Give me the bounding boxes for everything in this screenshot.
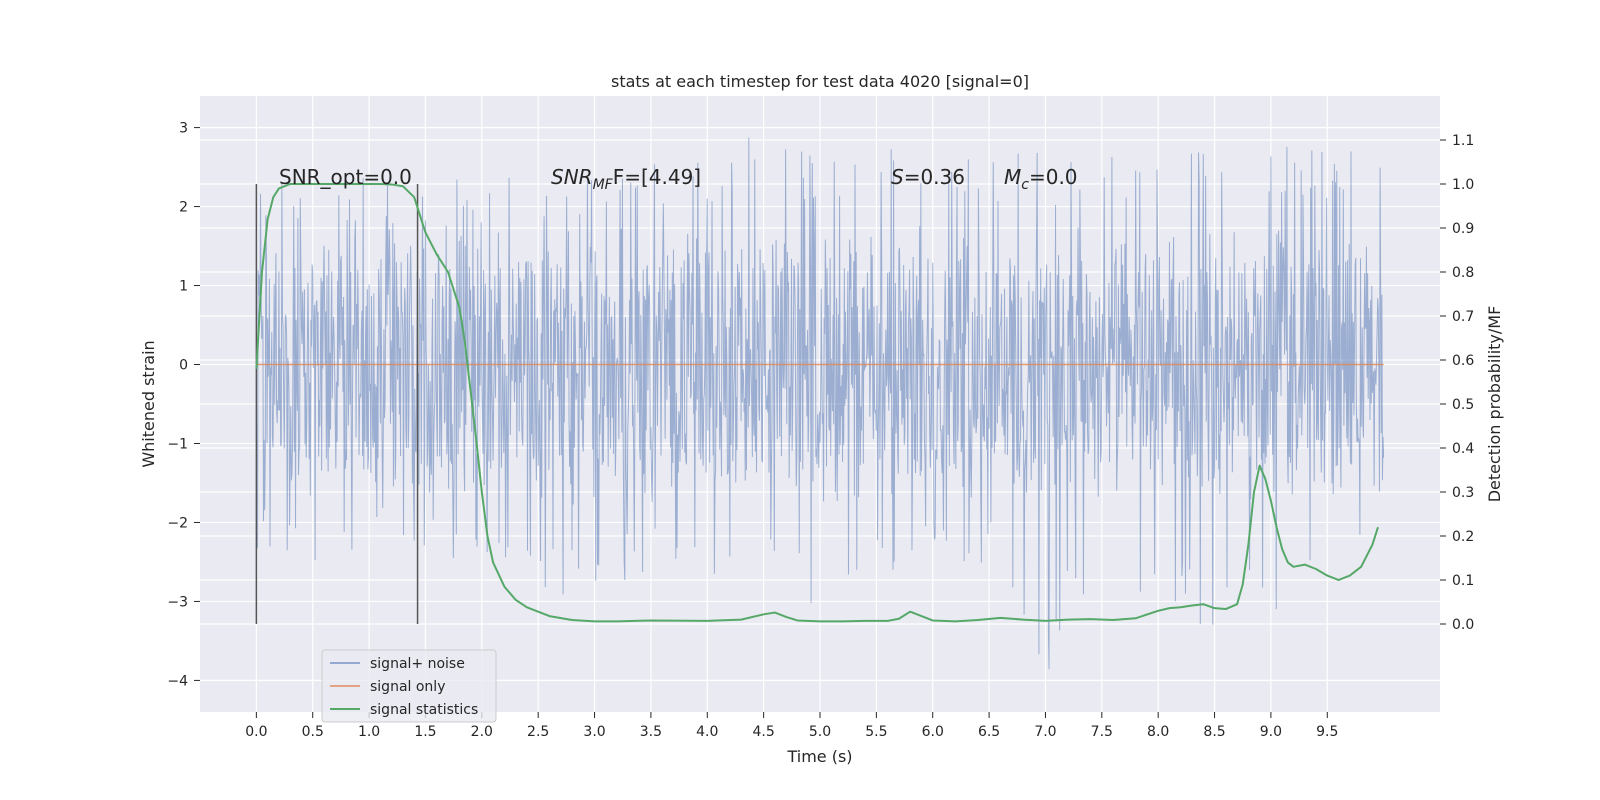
x-tick-label: 1.0 — [358, 724, 380, 740]
y2-tick-label: 0.4 — [1452, 441, 1474, 457]
y2-tick-label: 0.1 — [1452, 573, 1474, 589]
x-tick-label: 3.5 — [640, 724, 662, 740]
y2-tick-layer: 1.1 1.0 0.9 0.8 0.7 0.6 0.5 0.4 0.3 0.2 0.1 0.0 — [1440, 133, 1474, 633]
x-tick-label: 9.5 — [1316, 724, 1338, 740]
x-tick-label: 1.5 — [414, 724, 436, 740]
legend-label-signal-noise: signal+ noise — [370, 656, 465, 672]
y-tick-label: −2 — [167, 515, 188, 531]
y-tick-layer: 3 2 1 0 −1 −2 −3 −4 — [167, 121, 200, 689]
y2-tick-label: 1.1 — [1452, 133, 1474, 149]
y-tick-label: 1 — [179, 279, 188, 295]
y2-tick-label: 0.5 — [1452, 397, 1474, 413]
y2-tick-label: 0.2 — [1452, 529, 1474, 545]
y-tick-label: −4 — [167, 673, 188, 689]
x-tick-label: 7.5 — [1091, 724, 1113, 740]
y2-axis-label: Detection probability/MF — [1485, 306, 1504, 503]
annotation-s-rest: =0.36 — [904, 165, 965, 189]
x-tick-label: 5.5 — [865, 724, 887, 740]
y-tick-label: −1 — [167, 436, 188, 452]
y2-tick-label: 1.0 — [1452, 177, 1474, 193]
annotation-mc: Mc=0.0 — [1004, 165, 1078, 193]
legend-label-signal-statistics: signal statistics — [370, 702, 478, 718]
annotation-s: S=0.36 — [891, 165, 965, 189]
legend: signal+ noise signal only signal statist… — [321, 649, 497, 723]
y2-tick-label: 0.8 — [1452, 265, 1474, 281]
annotation-snr-mf-main: SNR — [551, 165, 593, 189]
x-tick-label: 8.0 — [1147, 724, 1169, 740]
signal-noise-line — [255, 137, 1385, 670]
annotation-snr-opt: SNR_opt=0.0 — [279, 165, 412, 189]
x-tick-label: 4.0 — [696, 724, 718, 740]
annotation-snr-mf-rest: F=[4.49] — [613, 165, 701, 189]
x-tick-label: 3.0 — [583, 724, 605, 740]
x-tick-label: 0.5 — [302, 724, 324, 740]
y-tick-label: 2 — [179, 200, 188, 216]
annotation-mc-rest: =0.0 — [1029, 165, 1078, 189]
chart-title: stats at each timestep for test data 402… — [611, 72, 1029, 91]
marker-lines-layer — [255, 184, 419, 624]
x-tick-layer: 0.0 0.5 1.0 1.5 2.0 2.5 3.0 3.5 4.0 4.5 5.0 5.5 6.0 6… — [245, 712, 1338, 740]
y-tick-label: −3 — [167, 594, 188, 610]
x-tick-label: 2.5 — [527, 724, 549, 740]
annotation-mc-sub: c — [1021, 177, 1029, 193]
x-tick-label: 6.0 — [922, 724, 944, 740]
y-axis-label: Whitened strain — [139, 340, 158, 467]
x-tick-label: 0.0 — [245, 724, 267, 740]
annotation-snr-mf: SNRMFF=[4.49] — [551, 165, 701, 193]
y2-tick-label: 0.3 — [1452, 485, 1474, 501]
x-tick-label: 6.5 — [978, 724, 1000, 740]
x-tick-label: 8.5 — [1203, 724, 1225, 740]
noise-series-layer — [255, 137, 1385, 670]
annotation-s-main: S — [891, 165, 904, 189]
annotation-snr-mf-sub: MF — [593, 177, 614, 193]
legend-label-signal-only: signal only — [370, 679, 445, 695]
signal-statistics-layer — [255, 183, 1379, 623]
y2-tick-label: 0.9 — [1452, 221, 1474, 237]
annotation-mc-main: M — [1004, 165, 1021, 189]
y2-tick-label: 0.7 — [1452, 309, 1474, 325]
x-tick-label: 4.5 — [753, 724, 775, 740]
signal-statistics-line — [255, 183, 1379, 623]
x-tick-label: 9.0 — [1260, 724, 1282, 740]
x-axis-label: Time (s) — [786, 747, 852, 766]
y-tick-label: 0 — [179, 358, 188, 374]
y-tick-label: 3 — [179, 121, 188, 137]
x-tick-label: 7.0 — [1034, 724, 1056, 740]
x-tick-label: 2.0 — [471, 724, 493, 740]
x-tick-label: 5.0 — [809, 724, 831, 740]
legend-box — [321, 649, 497, 723]
y2-tick-label: 0.0 — [1452, 617, 1474, 633]
y2-tick-label: 0.6 — [1452, 353, 1474, 369]
